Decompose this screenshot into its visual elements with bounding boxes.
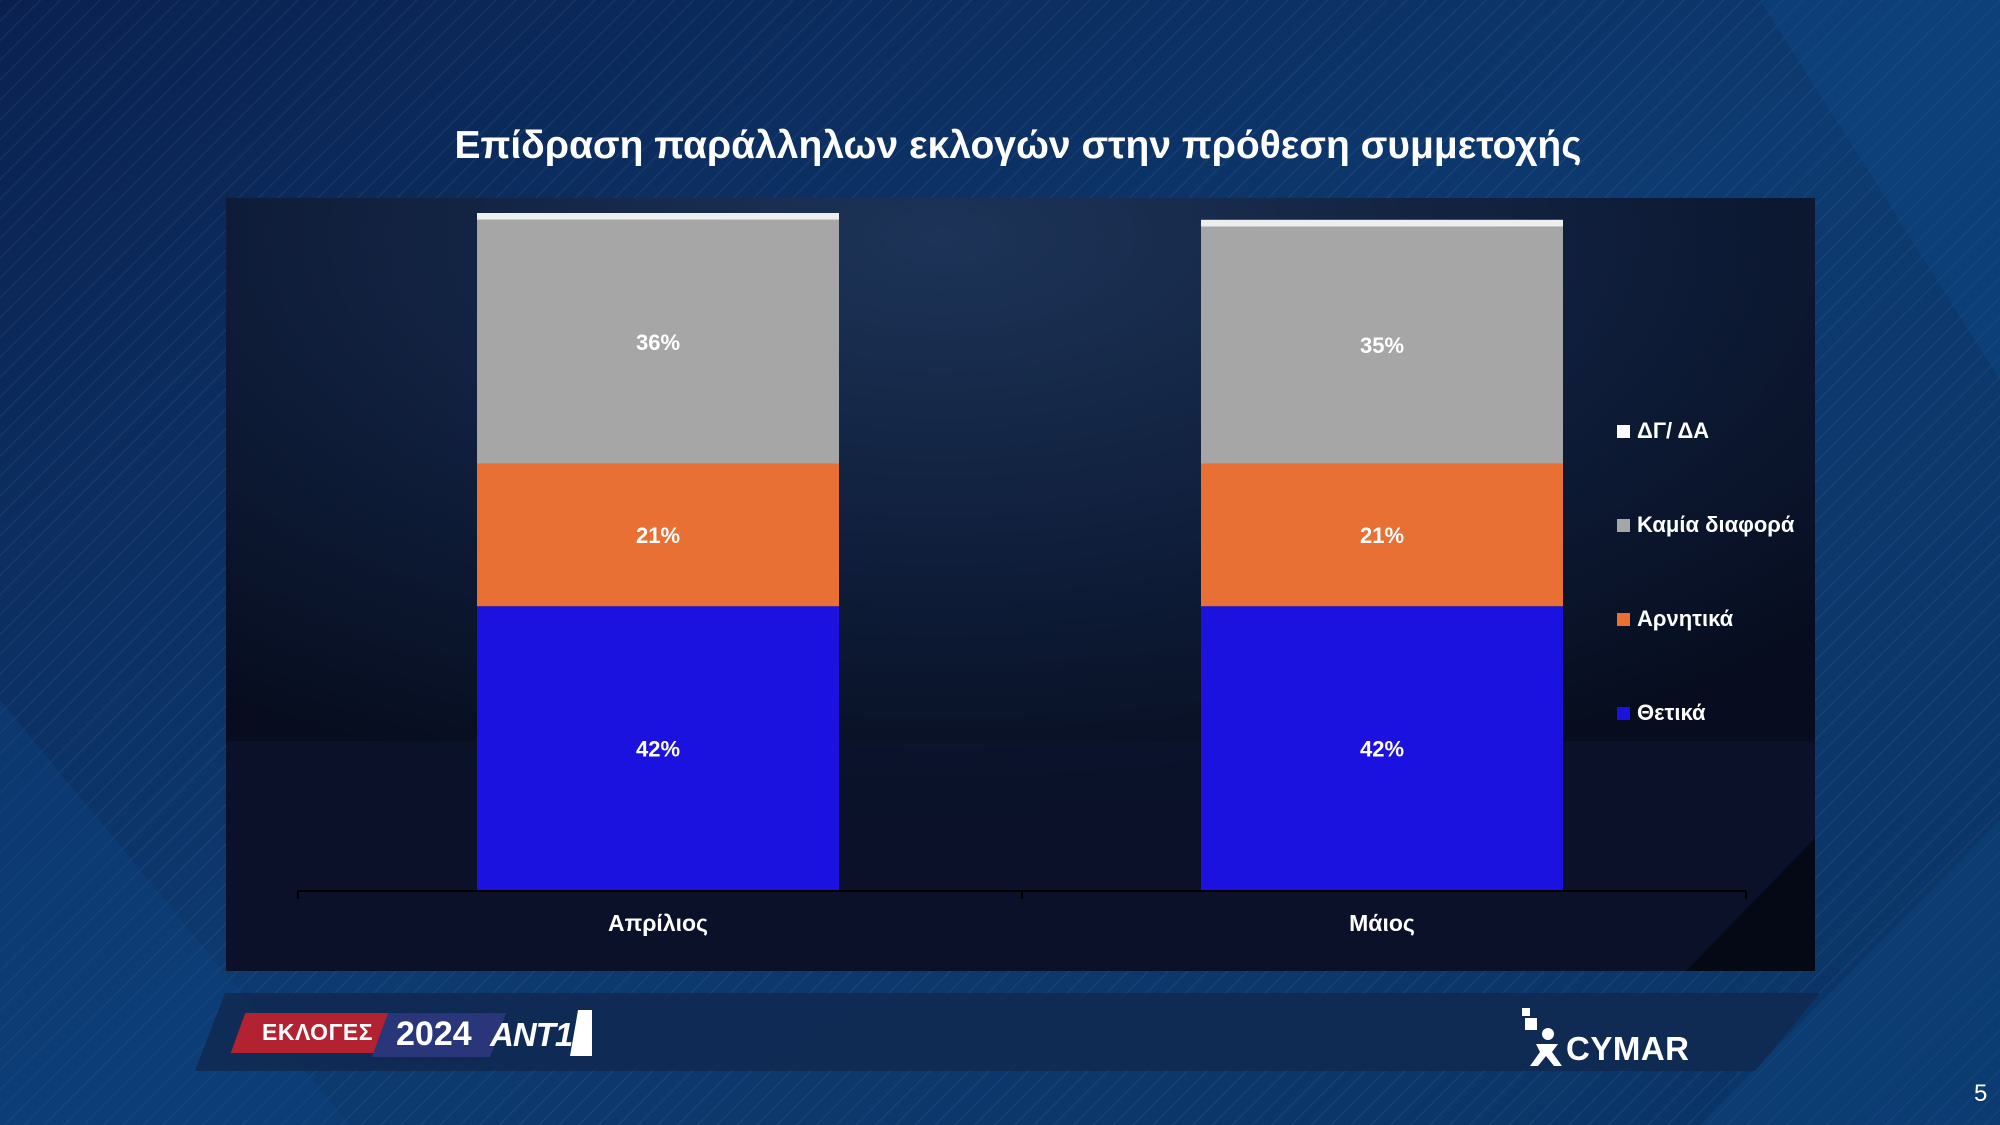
legend-swatch — [1617, 612, 1630, 626]
legend-swatch — [1617, 424, 1630, 438]
page-number: 5 — [1974, 1080, 1988, 1107]
category-label: Μάιος — [1349, 910, 1415, 936]
data-label: 42% — [636, 737, 680, 762]
footer-bar — [195, 993, 1820, 1071]
bar-segment — [1201, 226, 1563, 464]
legend-item: ΔΓ/ ΔΑ — [1617, 418, 1709, 444]
slide-title: Επίδραση παράλληλων εκλογών στην πρόθεση… — [454, 124, 1582, 167]
cymar-logo: CYMAR — [1566, 1030, 1690, 1067]
data-label: 42% — [1360, 737, 1404, 762]
legend-item: Θετικά — [1617, 700, 1706, 726]
bar-segment — [1201, 219, 1563, 227]
channel-logo-icon — [570, 1010, 592, 1056]
legend-label: Αρνητικά — [1637, 606, 1734, 631]
bar-segment — [477, 606, 839, 891]
bar-segment — [477, 213, 839, 220]
data-label: 36% — [636, 330, 680, 355]
legend-label: Θετικά — [1637, 700, 1706, 725]
category-label: Απρίλιος — [608, 910, 708, 936]
legend-item: Αρνητικά — [1617, 606, 1733, 632]
legend-swatch — [1617, 518, 1630, 532]
bar-segment — [477, 463, 839, 607]
elections-badge-text: ΕΚΛΟΓΕΣ — [262, 1019, 374, 1045]
chart-panel: 42% 21% 36% 42% 21% 35% Απρίλιος Μάιος ΔΓ/ ΔΑ Κ… — [226, 198, 1815, 971]
legend-item: Καμία διαφορά — [1617, 512, 1794, 538]
legend-swatch — [1617, 706, 1630, 720]
bar-segment — [1201, 463, 1563, 607]
channel-logo: ΑΝΤ1 — [490, 1016, 573, 1053]
data-label: 21% — [636, 523, 680, 548]
cymar-logo-icon — [1522, 1008, 1562, 1066]
stacked-bar-chart: 42% 21% 36% 42% 21% 35% Απρίλιος Μάιος — [226, 198, 1815, 971]
bar-segment — [1201, 606, 1563, 891]
elections-badge-year: 2024 — [396, 1015, 472, 1053]
legend-label: Καμία διαφορά — [1637, 512, 1795, 537]
data-label: 35% — [1360, 333, 1404, 358]
legend-label: ΔΓ/ ΔΑ — [1637, 418, 1710, 443]
bar-segment — [477, 219, 839, 464]
data-label: 21% — [1360, 523, 1404, 548]
